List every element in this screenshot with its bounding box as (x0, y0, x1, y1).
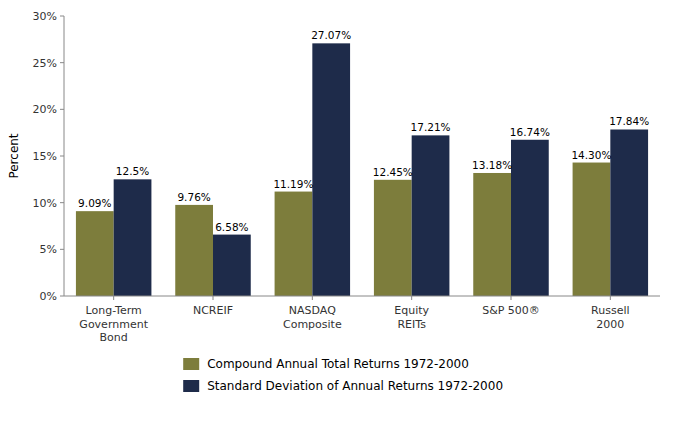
y-tick-label: 30% (33, 10, 57, 23)
x-tick-label-line: REITs (397, 318, 426, 331)
data-label: 12.5% (116, 165, 149, 177)
data-label: 6.58% (215, 221, 248, 233)
x-tick-label-line: Russell (591, 304, 629, 317)
x-tick-label-line: NASDAQ (289, 304, 336, 317)
y-tick-label: 15% (33, 150, 57, 163)
chart: 9.09% 9.76% 11.19% 12.45% 13.18% 14.30% 12.5% 6… (0, 0, 675, 446)
x-tick-label-line: S&P 500® (482, 304, 540, 317)
y-tick (60, 62, 64, 63)
legend: Compound Annual Total Returns 1972-2000 S… (183, 357, 503, 393)
bar (114, 179, 152, 296)
y-tick (60, 202, 64, 203)
y-axis: 0% 5% 10% 15% 20% 25% 30% Percent (7, 10, 64, 303)
data-label: 12.45% (373, 166, 413, 178)
data-label: 17.21% (411, 121, 451, 133)
bar (76, 211, 114, 296)
data-label: 13.18% (472, 159, 512, 171)
bar (610, 129, 648, 296)
data-label: 16.74% (510, 126, 550, 138)
x-tick (610, 296, 611, 300)
bar (213, 235, 251, 296)
bar (175, 205, 213, 296)
y-tick (60, 109, 64, 110)
x-tick-label-line: Bond (100, 331, 128, 344)
x-tick (411, 296, 412, 300)
x-tick-label: Russell2000 (591, 304, 629, 331)
x-tick-label-line: Composite (283, 318, 342, 331)
data-label: 27.07% (311, 29, 351, 41)
y-tick-label: 25% (33, 57, 57, 70)
legend-swatch (183, 380, 199, 392)
y-axis-label: Percent (7, 133, 21, 178)
bar (412, 135, 450, 296)
bar (511, 140, 549, 296)
x-tick-label: EquityREITs (394, 304, 429, 331)
data-label: 11.19% (273, 178, 313, 190)
legend-label: Compound Annual Total Returns 1972-2000 (207, 357, 469, 371)
x-tick-label-line: Long-Term (86, 304, 142, 317)
x-tick (312, 296, 313, 300)
x-tick-label: Long-TermGovernmentBond (79, 304, 148, 344)
y-tick (60, 296, 64, 297)
x-axis: Long-TermGovernmentBond NCREIF NASDAQCompo… (64, 296, 660, 344)
bar (374, 180, 412, 296)
y-tick (60, 16, 64, 17)
legend-label: Standard Deviation of Annual Returns 197… (207, 379, 503, 393)
x-tick-label-line: 2000 (596, 318, 624, 331)
y-tick (60, 156, 64, 157)
data-label: 14.30% (571, 149, 611, 161)
x-tick (113, 296, 114, 300)
data-label: 9.76% (177, 191, 210, 203)
y-tick-label: 5% (40, 243, 57, 256)
x-tick-label: NCREIF (193, 304, 233, 317)
bars (76, 43, 648, 296)
x-tick-label-line: Government (79, 318, 148, 331)
bar (573, 163, 611, 296)
y-tick-label: 0% (40, 290, 57, 303)
y-tick-label: 10% (33, 197, 57, 210)
legend-swatch (183, 358, 199, 370)
data-label: 9.09% (78, 197, 111, 209)
x-tick (511, 296, 512, 300)
x-tick-label: S&P 500® (482, 304, 540, 317)
data-label: 17.84% (609, 115, 649, 127)
y-tick-label: 20% (33, 103, 57, 116)
data-labels: 9.09% 9.76% 11.19% 12.45% 13.18% 14.30% 12.5% 6… (78, 29, 649, 232)
x-tick-label-line: Equity (394, 304, 429, 317)
x-axis-line (64, 296, 660, 297)
bar (312, 43, 350, 296)
y-tick (60, 249, 64, 250)
x-tick-label: NASDAQComposite (283, 304, 342, 331)
x-tick-label-line: NCREIF (193, 304, 233, 317)
bar (275, 192, 313, 296)
bar (473, 173, 511, 296)
x-tick (213, 296, 214, 300)
